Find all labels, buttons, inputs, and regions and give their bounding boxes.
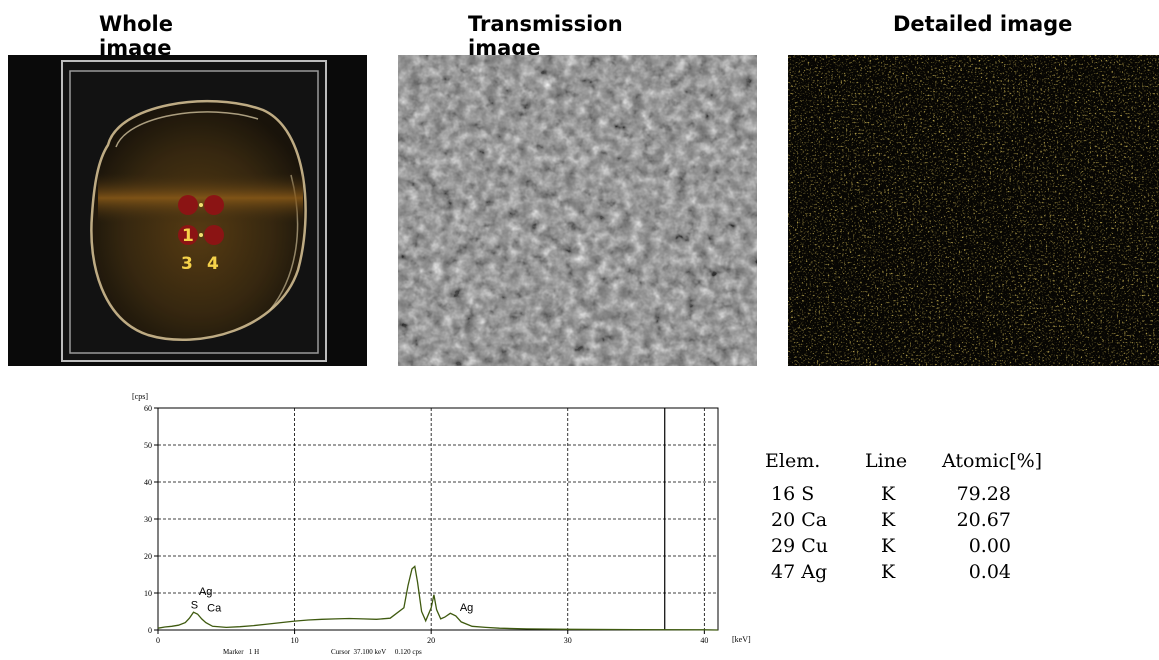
cell-line: K: [881, 561, 896, 583]
header-elem: Elem.: [765, 450, 821, 472]
cell-elem: 16 S: [771, 483, 815, 505]
y-tick-label: 30: [144, 515, 152, 524]
x-tick-label: 40: [700, 636, 708, 645]
title-detailed-image: Detailed image: [893, 12, 1073, 36]
peak-annotation: Ag: [460, 602, 473, 614]
cell-atomic: 0.04: [968, 561, 1011, 583]
cell-atomic: 79.28: [956, 483, 1011, 505]
detailed-image: [788, 55, 1159, 366]
cell-elem: 20 Ca: [771, 509, 828, 531]
table-header-row: Elem. Line Atomic[%]: [765, 450, 1042, 560]
marker-readout: Marker 1 H: [223, 648, 259, 656]
header-line: Line: [865, 450, 908, 472]
cell-atomic: 20.67: [956, 509, 1011, 531]
transmission-image: [398, 55, 757, 366]
peak-annotation: Ca: [207, 603, 222, 615]
marker-label-4: 4: [207, 254, 219, 274]
marker-label-1: 1: [182, 226, 194, 246]
title-whole-image: Whole image: [99, 12, 173, 60]
y-tick-label: 20: [144, 552, 152, 561]
x-tick-label: 30: [564, 636, 572, 645]
x-tick-label: 10: [291, 636, 299, 645]
cell-elem: 47 Ag: [771, 561, 828, 583]
y-tick-label: 0: [148, 626, 152, 635]
spectrum-series-line: [157, 565, 719, 631]
peak-annotation: S: [191, 600, 198, 612]
y-tick-label: 60: [144, 404, 152, 413]
cursor-readout: Cursor 37.100 keV 0.120 cps: [331, 648, 422, 656]
y-tick-label: 40: [144, 478, 152, 487]
peak-annotation: Ag: [199, 586, 212, 598]
cell-line: K: [881, 535, 896, 557]
whole-image-photo: 1 3 4: [8, 55, 367, 366]
cell-line: K: [881, 509, 896, 531]
marker-label-3: 3: [181, 254, 193, 274]
y-tick-label: 10: [144, 589, 152, 598]
x-tick-label: 20: [427, 636, 435, 645]
cell-atomic: 0.00: [968, 535, 1011, 557]
y-tick-label: 50: [144, 441, 152, 450]
cell-elem: 29 Cu: [771, 535, 828, 557]
y-unit-label: [cps]: [132, 392, 148, 401]
cell-line: K: [881, 483, 896, 505]
header-atomic: Atomic[%]: [942, 450, 1043, 472]
x-tick-label: 0: [156, 636, 160, 645]
title-transmission-image: Transmission image: [468, 12, 623, 60]
x-unit-label: [keV]: [732, 635, 751, 644]
